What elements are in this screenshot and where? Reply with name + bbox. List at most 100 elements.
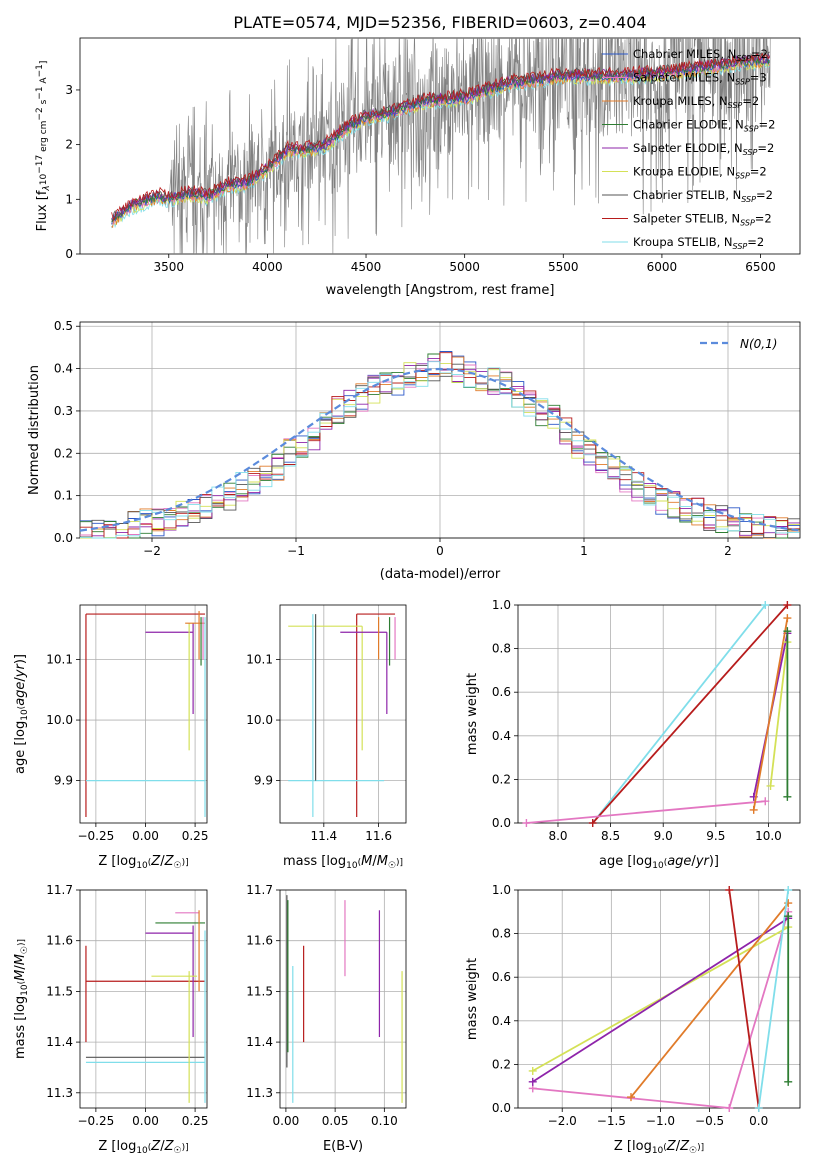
y-tick-label: 0 (65, 247, 73, 261)
y-tick-label: 11.6 (46, 934, 73, 948)
x-axis-label: Z [log10(Z/Z☉)] (614, 1139, 704, 1156)
weight-marker (766, 781, 775, 790)
x-tick-label: 0.25 (182, 829, 209, 843)
x-tick-label: −1.5 (597, 1114, 626, 1128)
weight-marker (626, 1093, 635, 1102)
x-tick-label: 8.0 (548, 829, 567, 843)
axes-frame (279, 604, 407, 824)
y-axis-label: age [log10(age/yr)] (13, 654, 30, 774)
y-tick-label: 2 (65, 138, 73, 152)
y-axis-label: mass weight (465, 958, 480, 1040)
x-tick-label: 0.00 (132, 829, 159, 843)
x-tick-label: 1 (580, 544, 588, 558)
Z-mass-panel: −0.25 0.00 0.25 11.3 11.4 11.5 11.6 11.7 Z [log1… (13, 883, 208, 1156)
legend-entry: Kroupa STELIB, NSSP=2 (633, 235, 764, 251)
weight-marker (784, 886, 793, 894)
x-tick-label: 5000 (449, 260, 480, 274)
y-tick-label: 10.0 (46, 713, 73, 727)
x-tick-label: 4500 (351, 260, 382, 274)
legend-entry: N(0,1) (740, 337, 777, 351)
y-tick-label: 0.0 (492, 816, 511, 830)
y-tick-label: 10.0 (246, 713, 273, 727)
weight-marker (528, 1077, 537, 1086)
weight-marker (588, 819, 597, 827)
y-axis-label: Flux [fλ10−17 erg cm−2 s−1 A−1] (35, 61, 52, 232)
weight-marker (783, 601, 792, 609)
x-tick-label: 0.05 (322, 1114, 349, 1128)
residuals-panel: −2 −1 0 1 2 0.0 0.1 0.2 0.3 0.4 0.5 N(0,1) (data-mod… (27, 319, 801, 582)
x-tick-label: 6000 (647, 260, 678, 274)
y-axis-label: Normed distribution (27, 365, 42, 495)
x-axis-label: wavelength [Angstrom, rest frame] (326, 283, 555, 298)
y-tick-label: 0.0 (492, 1101, 511, 1115)
normal-curve (79, 367, 801, 532)
weight-marker (761, 601, 770, 609)
spectrum-panel: 3500 4000 4500 5000 5500 6000 6500 0 1 2 3 Chabrier… (35, 37, 801, 298)
y-tick-label: 10.1 (46, 653, 73, 667)
axes-frame (79, 321, 801, 539)
Z-age-panel: −0.25 0.00 0.25 9.9 10.0 10.1 Z [log10(Z/Z☉)] a… (13, 604, 209, 871)
legend-entry: Salpeter STELIB, NSSP=2 (633, 212, 772, 228)
weight-marker (784, 912, 793, 921)
y-tick-label: 1.0 (492, 598, 511, 612)
weight-line (532, 917, 789, 1083)
x-tick-label: 3500 (153, 260, 184, 274)
weight-marker (749, 805, 758, 814)
figure-title: PLATE=0574, MJD=52356, FIBERID=0603, z=0… (233, 13, 646, 32)
x-tick-label: −0.25 (77, 1114, 114, 1128)
x-tick-label: 8.5 (601, 829, 620, 843)
Z-weight-panel: −2.0 −1.5 −1.0 −0.5 0.0 0.0 0.2 0.4 0.6 0.8 1.0 Z [… (465, 883, 801, 1156)
axes-frame (79, 37, 801, 255)
x-axis-label: mass [log10(M/M☉)] (283, 854, 403, 871)
weight-marker (761, 797, 770, 806)
weight-marker (783, 792, 792, 801)
y-tick-label: 3 (65, 83, 73, 97)
y-tick-label: 0.6 (492, 685, 511, 699)
x-tick-label: −1.0 (646, 1114, 675, 1128)
y-tick-label: 0.3 (54, 404, 73, 418)
weight-line (591, 604, 767, 824)
residual-histogram (80, 361, 800, 539)
axes-frame (79, 604, 208, 824)
age-weight-panel: 8.0 8.5 9.0 9.5 10.0 0.0 0.2 0.4 0.6 0.8 1.0 age [l… (465, 598, 801, 871)
weight-line (728, 889, 760, 1109)
x-tick-label: 0 (436, 544, 444, 558)
y-tick-label: 0.8 (492, 642, 511, 656)
weight-line (592, 604, 789, 824)
y-tick-label: 0.0 (54, 531, 73, 545)
legend-entry: Kroupa ELODIE, NSSP=2 (633, 165, 767, 181)
x-tick-label: −2 (143, 544, 161, 558)
x-tick-label: −0.5 (695, 1114, 724, 1128)
weight-line (630, 902, 789, 1098)
weight-line (752, 617, 789, 811)
x-tick-label: 9.5 (706, 829, 725, 843)
y-tick-label: 0.2 (54, 446, 73, 460)
y-tick-label: 0.4 (492, 729, 511, 743)
y-tick-label: 11.5 (246, 984, 273, 998)
y-tick-label: 11.5 (46, 984, 73, 998)
y-tick-label: 11.7 (46, 883, 73, 897)
y-tick-label: 0.4 (54, 362, 73, 376)
y-tick-label: 9.9 (254, 774, 273, 788)
x-tick-label: −1 (287, 544, 305, 558)
x-tick-label: 0.0 (749, 1114, 768, 1128)
weight-marker (784, 1077, 793, 1086)
y-tick-label: 11.4 (46, 1035, 73, 1049)
legend-entry: Chabrier ELODIE, NSSP=2 (633, 118, 775, 134)
y-tick-label: 0.6 (492, 970, 511, 984)
weight-marker (725, 886, 734, 894)
x-axis-label: (data-model)/error (380, 567, 501, 582)
x-tick-label: 0.00 (273, 1114, 300, 1128)
y-tick-label: 11.3 (246, 1086, 273, 1100)
x-tick-label: 0.10 (371, 1114, 398, 1128)
legend-entry: Salpeter MILES, NSSP=3 (633, 71, 767, 87)
axes-frame (79, 889, 208, 1109)
y-tick-label: 0.8 (492, 927, 511, 941)
x-tick-label: 4000 (252, 260, 283, 274)
weight-line (757, 889, 790, 1109)
spectrum-lines (111, 38, 771, 254)
y-tick-label: 11.7 (246, 883, 273, 897)
mass-age-panel: 11.4 11.6 9.9 10.0 10.1 mass [log10(M/M☉)] (246, 604, 407, 871)
legend-entry: Chabrier STELIB, NSSP=2 (633, 188, 773, 204)
